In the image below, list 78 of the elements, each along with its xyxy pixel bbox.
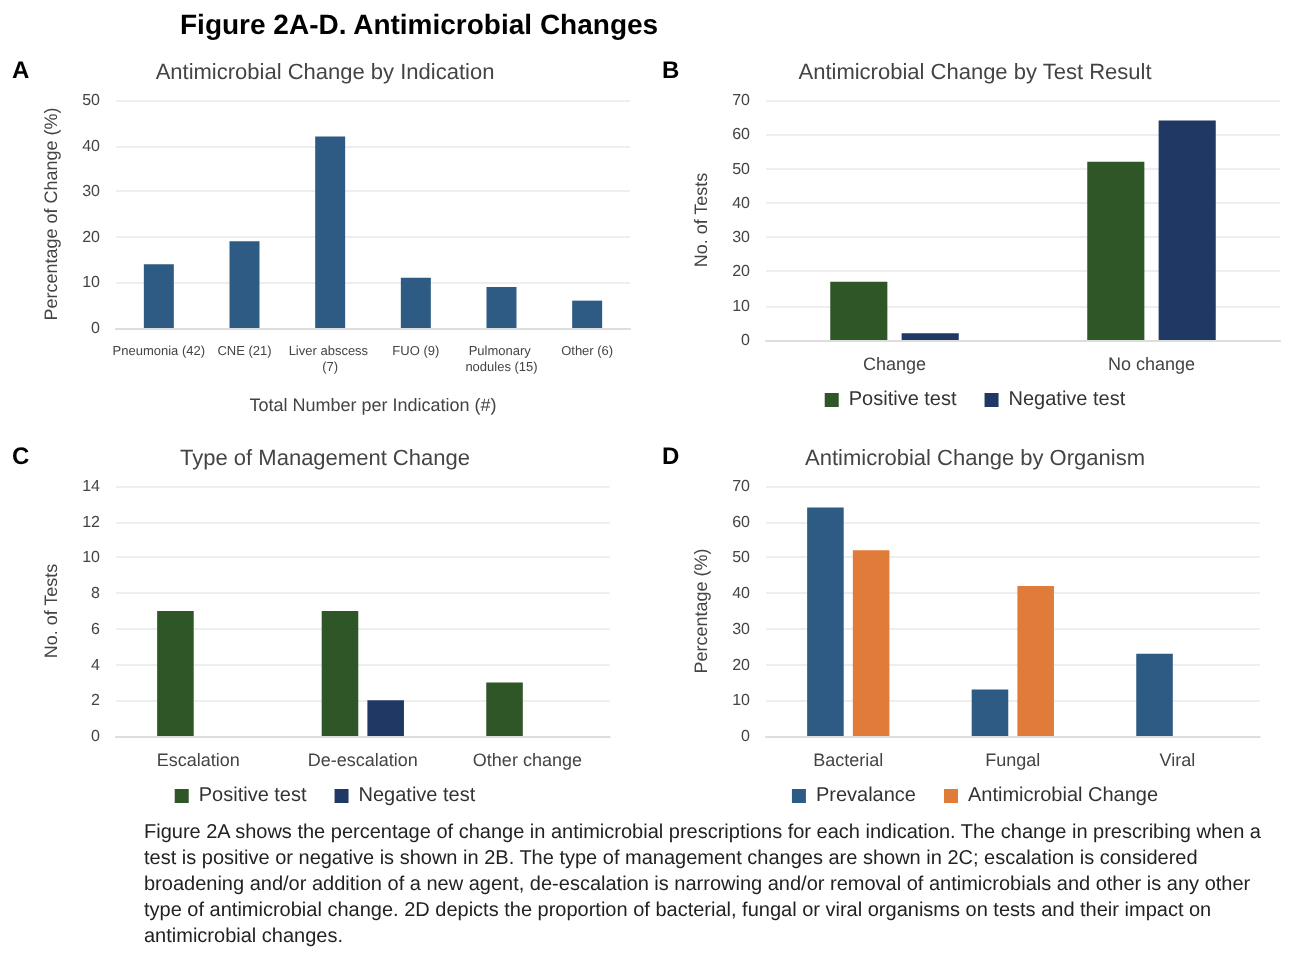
x-tick-label: Escalation [156, 750, 240, 770]
chart-title: Antimicrobial Change by Test Result [798, 61, 1152, 85]
y-tick-label: 30 [732, 619, 752, 638]
y-tick-label: 10 [82, 548, 102, 567]
text: C [12, 442, 30, 470]
x-tick-label: Change [862, 354, 927, 374]
bar [1017, 586, 1054, 736]
y-tick-label: 10 [732, 296, 752, 315]
y-tick-label: 6 [91, 619, 102, 638]
y-tick-label: 0 [91, 727, 102, 745]
bar [901, 333, 959, 340]
y-tick-label: 0 [91, 319, 102, 337]
y-tick-label: 0 [741, 727, 752, 745]
bar [229, 241, 260, 328]
y-tick-label: 0 [741, 331, 752, 349]
legend-label: Antimicrobial Change [967, 785, 1159, 807]
y-tick-label: 70 [732, 477, 752, 495]
bar [572, 300, 603, 328]
x-tick-label: De-escalation [307, 750, 418, 770]
chart-title: Type of Management Change [180, 447, 470, 471]
bar [1158, 120, 1216, 340]
x-tick-label: Other change [472, 750, 582, 770]
text: A [12, 56, 30, 84]
text: B [662, 56, 680, 84]
x-axis-title: Total Number per Indication (#) [249, 395, 497, 415]
y-tick-label: 20 [732, 655, 752, 674]
y-tick-label: 10 [82, 273, 102, 292]
y-tick-label: 40 [732, 193, 752, 212]
y-tick-label: 30 [82, 182, 102, 201]
y-tick-label: 4 [91, 655, 102, 674]
y-tick-label: 2 [91, 691, 102, 710]
y-tick-label: 50 [732, 548, 752, 567]
y-axis-title: No. of Tests [691, 171, 711, 268]
bar [486, 286, 517, 328]
bar [807, 507, 844, 736]
y-tick-label: 40 [82, 136, 102, 155]
y-tick-label: 40 [732, 584, 752, 603]
y-tick-label: 10 [732, 691, 752, 710]
legend-label: Positive test [198, 785, 307, 807]
x-tick-label: Bacterial [813, 750, 884, 770]
y-axis-title: Percentage of Change (%) [41, 107, 61, 321]
bar [157, 611, 194, 736]
x-tick-label: Fungal [985, 750, 1041, 770]
bar [367, 700, 404, 736]
legend-label: Prevalance [815, 785, 917, 807]
y-tick-label: 8 [91, 584, 102, 603]
y-tick-label: 20 [82, 227, 102, 246]
caption: Figure 2A shows the percentage of change in antimicrobial prescriptions for each indication. The change in prescribing when a test is positive or negative is shown in 2B. The type of management changes are shown in 2C; escalation is considered broadening and/or addition of a new agent, de-escalation is narrowing and/or removal of antimicrobials and other is any other type of antimicrobial change. 2D depicts the proportion of bacterial, fungal or viral organisms on tests and their impact on antimicrobial changes. [144, 820, 1263, 950]
y-tick-label: 60 [732, 125, 752, 144]
legend-label: Negative test [1008, 389, 1126, 411]
bar [852, 550, 890, 736]
bar [143, 264, 174, 328]
bar [321, 611, 359, 736]
chart-title: Antimicrobial Change by Organism [805, 447, 1145, 471]
bar [486, 682, 523, 736]
y-tick-label: 60 [732, 512, 752, 531]
bar [971, 689, 1009, 736]
y-axis-title: No. of Tests [41, 562, 61, 659]
y-tick-label: 12 [82, 512, 102, 531]
y-tick-label: 30 [732, 228, 752, 247]
y-tick-label: 70 [732, 91, 752, 109]
text: D [662, 442, 680, 470]
bar [830, 281, 888, 340]
y-tick-label: 50 [82, 91, 102, 109]
legend-label: Negative test [358, 785, 476, 807]
y-tick-label: 50 [732, 159, 752, 178]
bar [1087, 161, 1145, 340]
caption: Figure 2A-D. Antimicrobial Changes [180, 8, 659, 40]
legend-label: Positive test [848, 389, 957, 411]
bar [315, 136, 346, 328]
bar [400, 277, 431, 328]
y-tick-label: 20 [732, 262, 752, 281]
chart-title: Antimicrobial Change by Indication [155, 61, 495, 85]
x-tick-label: Viral [1159, 750, 1196, 770]
y-tick-label: 14 [82, 477, 102, 495]
y-axis-title: Percentage (%) [691, 548, 711, 674]
x-tick-label: No change [1107, 354, 1196, 374]
bar [1136, 653, 1173, 736]
